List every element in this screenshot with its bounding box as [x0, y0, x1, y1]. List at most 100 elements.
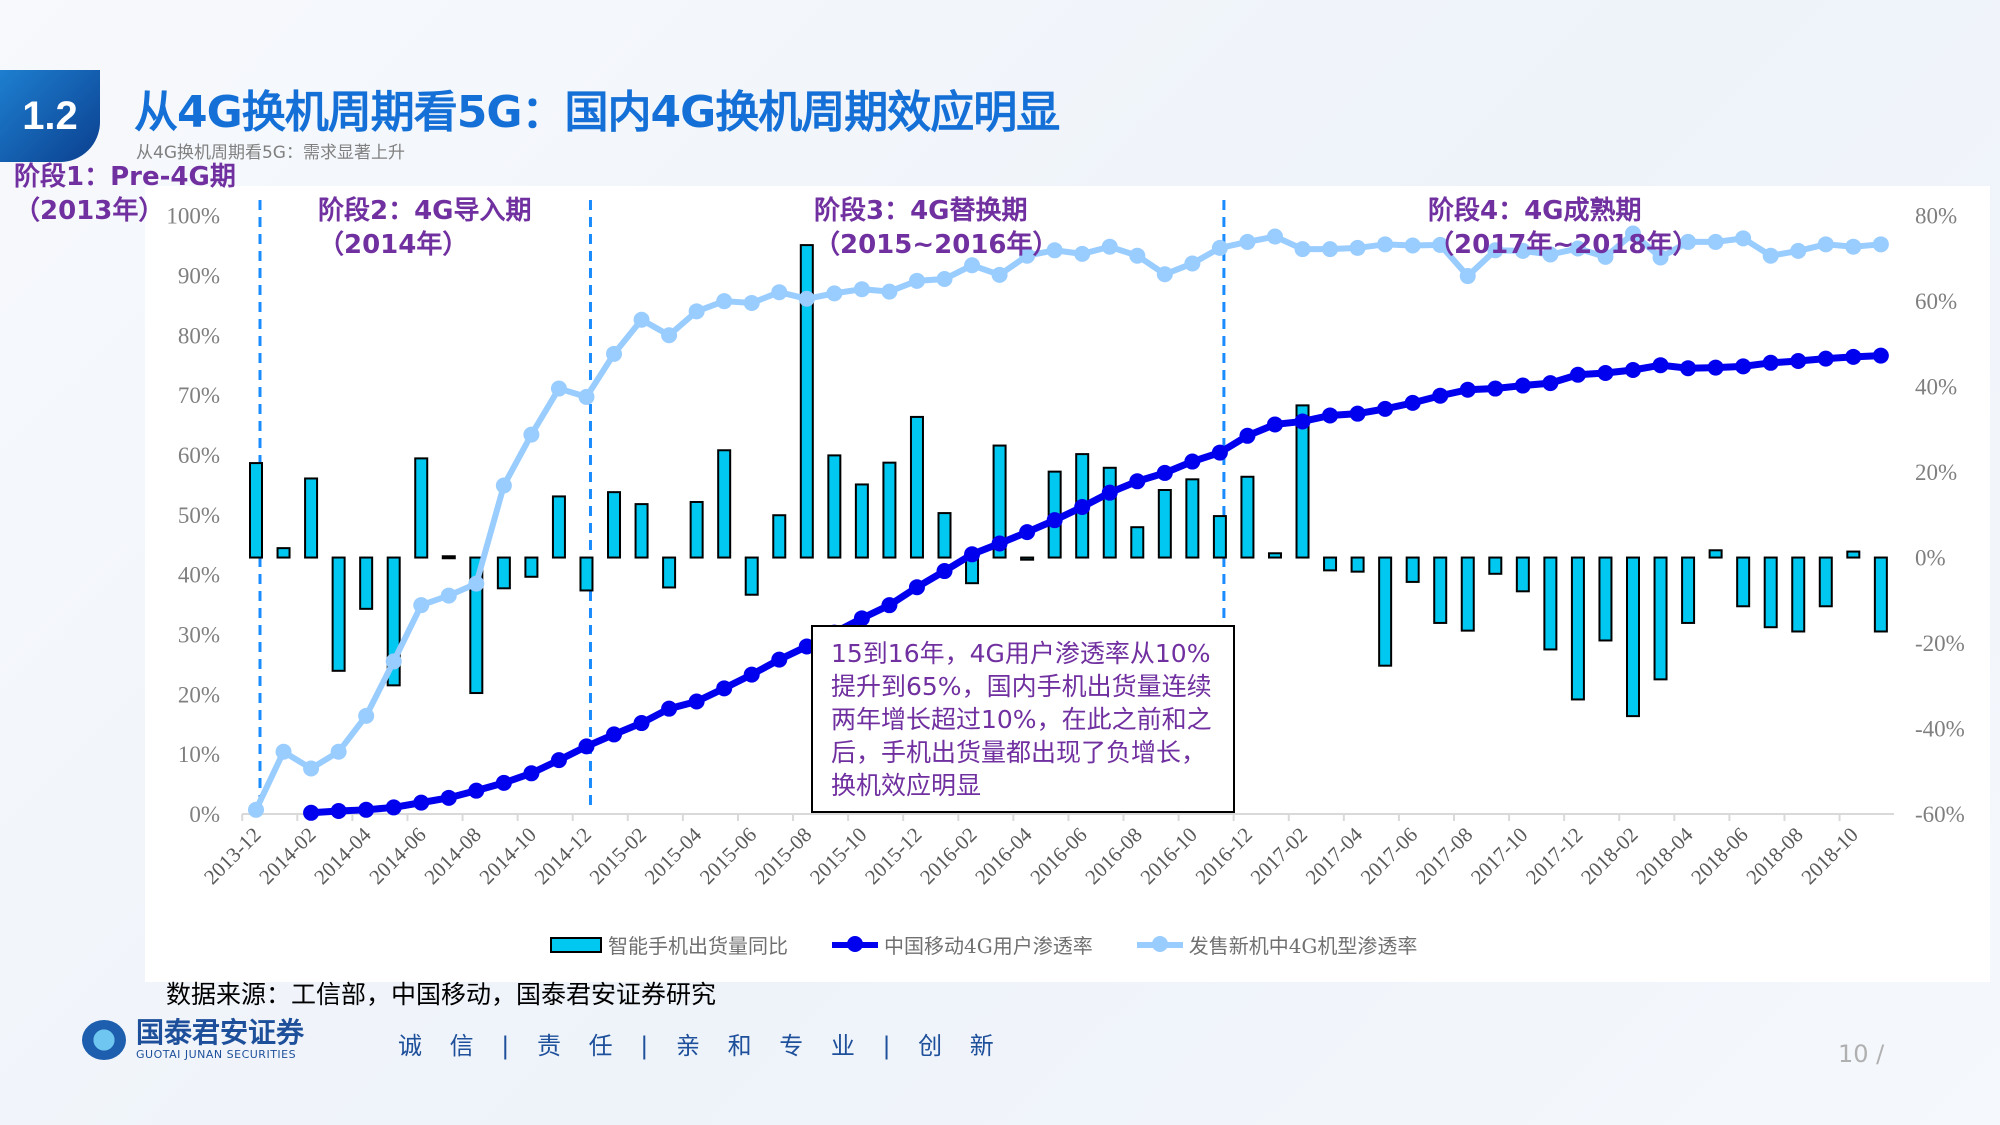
point-new-phone-4g-share [1156, 266, 1173, 283]
x-tick-label: 2017-10 [1466, 823, 1532, 889]
point-cmcc-4g-penetration [991, 535, 1008, 552]
bar-shipment-yoy [579, 556, 594, 592]
point-cmcc-4g-penetration [771, 651, 788, 668]
point-new-phone-4g-share [248, 801, 264, 818]
bar-shipment-yoy [1570, 556, 1585, 701]
point-cmcc-4g-penetration [881, 597, 898, 614]
bar-shipment-yoy [1350, 556, 1365, 573]
point-cmcc-4g-penetration [1735, 358, 1752, 375]
bar-shipment-yoy [1846, 550, 1861, 559]
x-tick-label: 2016-12 [1191, 823, 1257, 889]
bar-shipment-yoy [662, 556, 677, 589]
point-cmcc-4g-penetration [578, 738, 595, 755]
phase-1-label: 阶段1：Pre-4G期 （2013年） [14, 160, 236, 228]
point-cmcc-4g-penetration [303, 804, 320, 821]
point-new-phone-4g-share [853, 281, 870, 298]
point-new-phone-4g-share [1817, 236, 1834, 253]
point-cmcc-4g-penetration [743, 666, 760, 683]
phase-title: 阶段4：4G成熟期 [1428, 196, 1642, 226]
y-left-tick-label: 70% [178, 383, 220, 408]
point-new-phone-4g-share [1101, 238, 1118, 255]
point-cmcc-4g-penetration [1680, 360, 1697, 377]
point-new-phone-4g-share [1597, 248, 1614, 265]
point-cmcc-4g-penetration [468, 782, 485, 799]
point-new-phone-4g-share [1046, 242, 1063, 259]
point-cmcc-4g-penetration [688, 693, 705, 710]
point-new-phone-4g-share [1377, 236, 1394, 253]
point-new-phone-4g-share [1266, 228, 1283, 245]
point-new-phone-4g-share [688, 303, 705, 320]
page-number: 10 / [1838, 1040, 1885, 1068]
x-tick-label: 2015-12 [860, 823, 926, 889]
point-new-phone-4g-share [1487, 242, 1504, 259]
point-new-phone-4g-share [385, 653, 402, 670]
x-tick-label: 2014-04 [309, 822, 376, 889]
bar-shipment-yoy [1130, 526, 1145, 559]
point-new-phone-4g-share [826, 285, 843, 302]
point-new-phone-4g-share [633, 311, 650, 328]
x-tick-label: 2013-12 [199, 823, 265, 889]
legend-item-new-phones: 发售新机中4G机型渗透率 [1136, 930, 1417, 959]
y-left-tick-label: 20% [178, 682, 220, 707]
bar-shipment-yoy [1598, 556, 1613, 642]
point-cmcc-4g-penetration [1019, 524, 1036, 541]
bar-shipment-yoy [1791, 556, 1806, 633]
x-tick-label: 2018-10 [1796, 823, 1862, 889]
point-cmcc-4g-penetration [1652, 357, 1669, 374]
bar-shipment-yoy [1323, 556, 1338, 572]
point-new-phone-4g-share [881, 283, 898, 300]
y-left-tick-label: 10% [178, 742, 220, 767]
point-new-phone-4g-share [1459, 268, 1476, 285]
point-new-phone-4g-share [1625, 225, 1641, 242]
point-new-phone-4g-share [1652, 249, 1669, 266]
bar-shipment-yoy [1212, 515, 1227, 559]
phase-years: （2013年） [14, 196, 165, 226]
legend: 智能手机出货量同比 中国移动4G用户渗透率 发售新机中4G机型渗透率 [550, 930, 1417, 959]
point-new-phone-4g-share [413, 597, 430, 614]
bar-shipment-yoy [909, 415, 924, 559]
point-cmcc-4g-penetration [1569, 366, 1586, 383]
bar-shipment-yoy [882, 461, 897, 559]
phase-3-label: 阶段3：4G替换期 （2015~2016年） [814, 194, 1059, 262]
point-new-phone-4g-share [1790, 242, 1807, 259]
bar-shipment-yoy [634, 503, 649, 559]
y-right-tick-label: 80% [1915, 204, 1957, 229]
bar-shipment-yoy [441, 555, 456, 560]
point-cmcc-4g-penetration [1432, 387, 1449, 404]
point-new-phone-4g-share [1349, 239, 1366, 256]
legend-item-cmcc: 中国移动4G用户渗透率 [832, 930, 1093, 959]
point-new-phone-4g-share [936, 271, 953, 288]
x-tick-label: 2018-06 [1686, 823, 1752, 889]
bar-shipment-yoy [331, 556, 346, 672]
point-cmcc-4g-penetration [1762, 354, 1779, 371]
phase-title: 阶段2：4G导入期 [318, 196, 532, 226]
x-tick-label: 2017-04 [1301, 822, 1368, 889]
point-new-phone-4g-share [578, 388, 595, 405]
point-new-phone-4g-share [1845, 238, 1862, 255]
point-cmcc-4g-penetration [1211, 444, 1228, 461]
point-cmcc-4g-penetration [495, 774, 512, 791]
point-cmcc-4g-penetration [1349, 405, 1366, 422]
point-new-phone-4g-share [743, 294, 760, 311]
y-right-tick-label: 60% [1915, 289, 1957, 314]
point-cmcc-4g-penetration [1322, 407, 1339, 424]
bar-shipment-yoy [1543, 556, 1558, 651]
point-cmcc-4g-penetration [1625, 361, 1641, 378]
x-tick-label: 2015-04 [640, 822, 707, 889]
point-cmcc-4g-penetration [1817, 350, 1834, 367]
bar-shipment-yoy [992, 444, 1007, 559]
point-new-phone-4g-share [1735, 230, 1752, 247]
point-cmcc-4g-penetration [1514, 377, 1531, 394]
point-new-phone-4g-share [440, 587, 457, 604]
x-tick-label: 2017-08 [1411, 823, 1477, 889]
bar-shipment-yoy [1240, 475, 1255, 559]
y-right-tick-label: -60% [1915, 802, 1965, 827]
point-new-phone-4g-share [908, 272, 925, 289]
point-new-phone-4g-share [1129, 247, 1146, 264]
point-cmcc-4g-penetration [633, 715, 650, 732]
y-left-tick-label: 80% [178, 323, 220, 348]
point-cmcc-4g-penetration [853, 610, 870, 627]
bar-shipment-yoy [524, 556, 539, 578]
page-subtitle: 从4G换机周期看5G：需求显著上升 [136, 143, 405, 163]
